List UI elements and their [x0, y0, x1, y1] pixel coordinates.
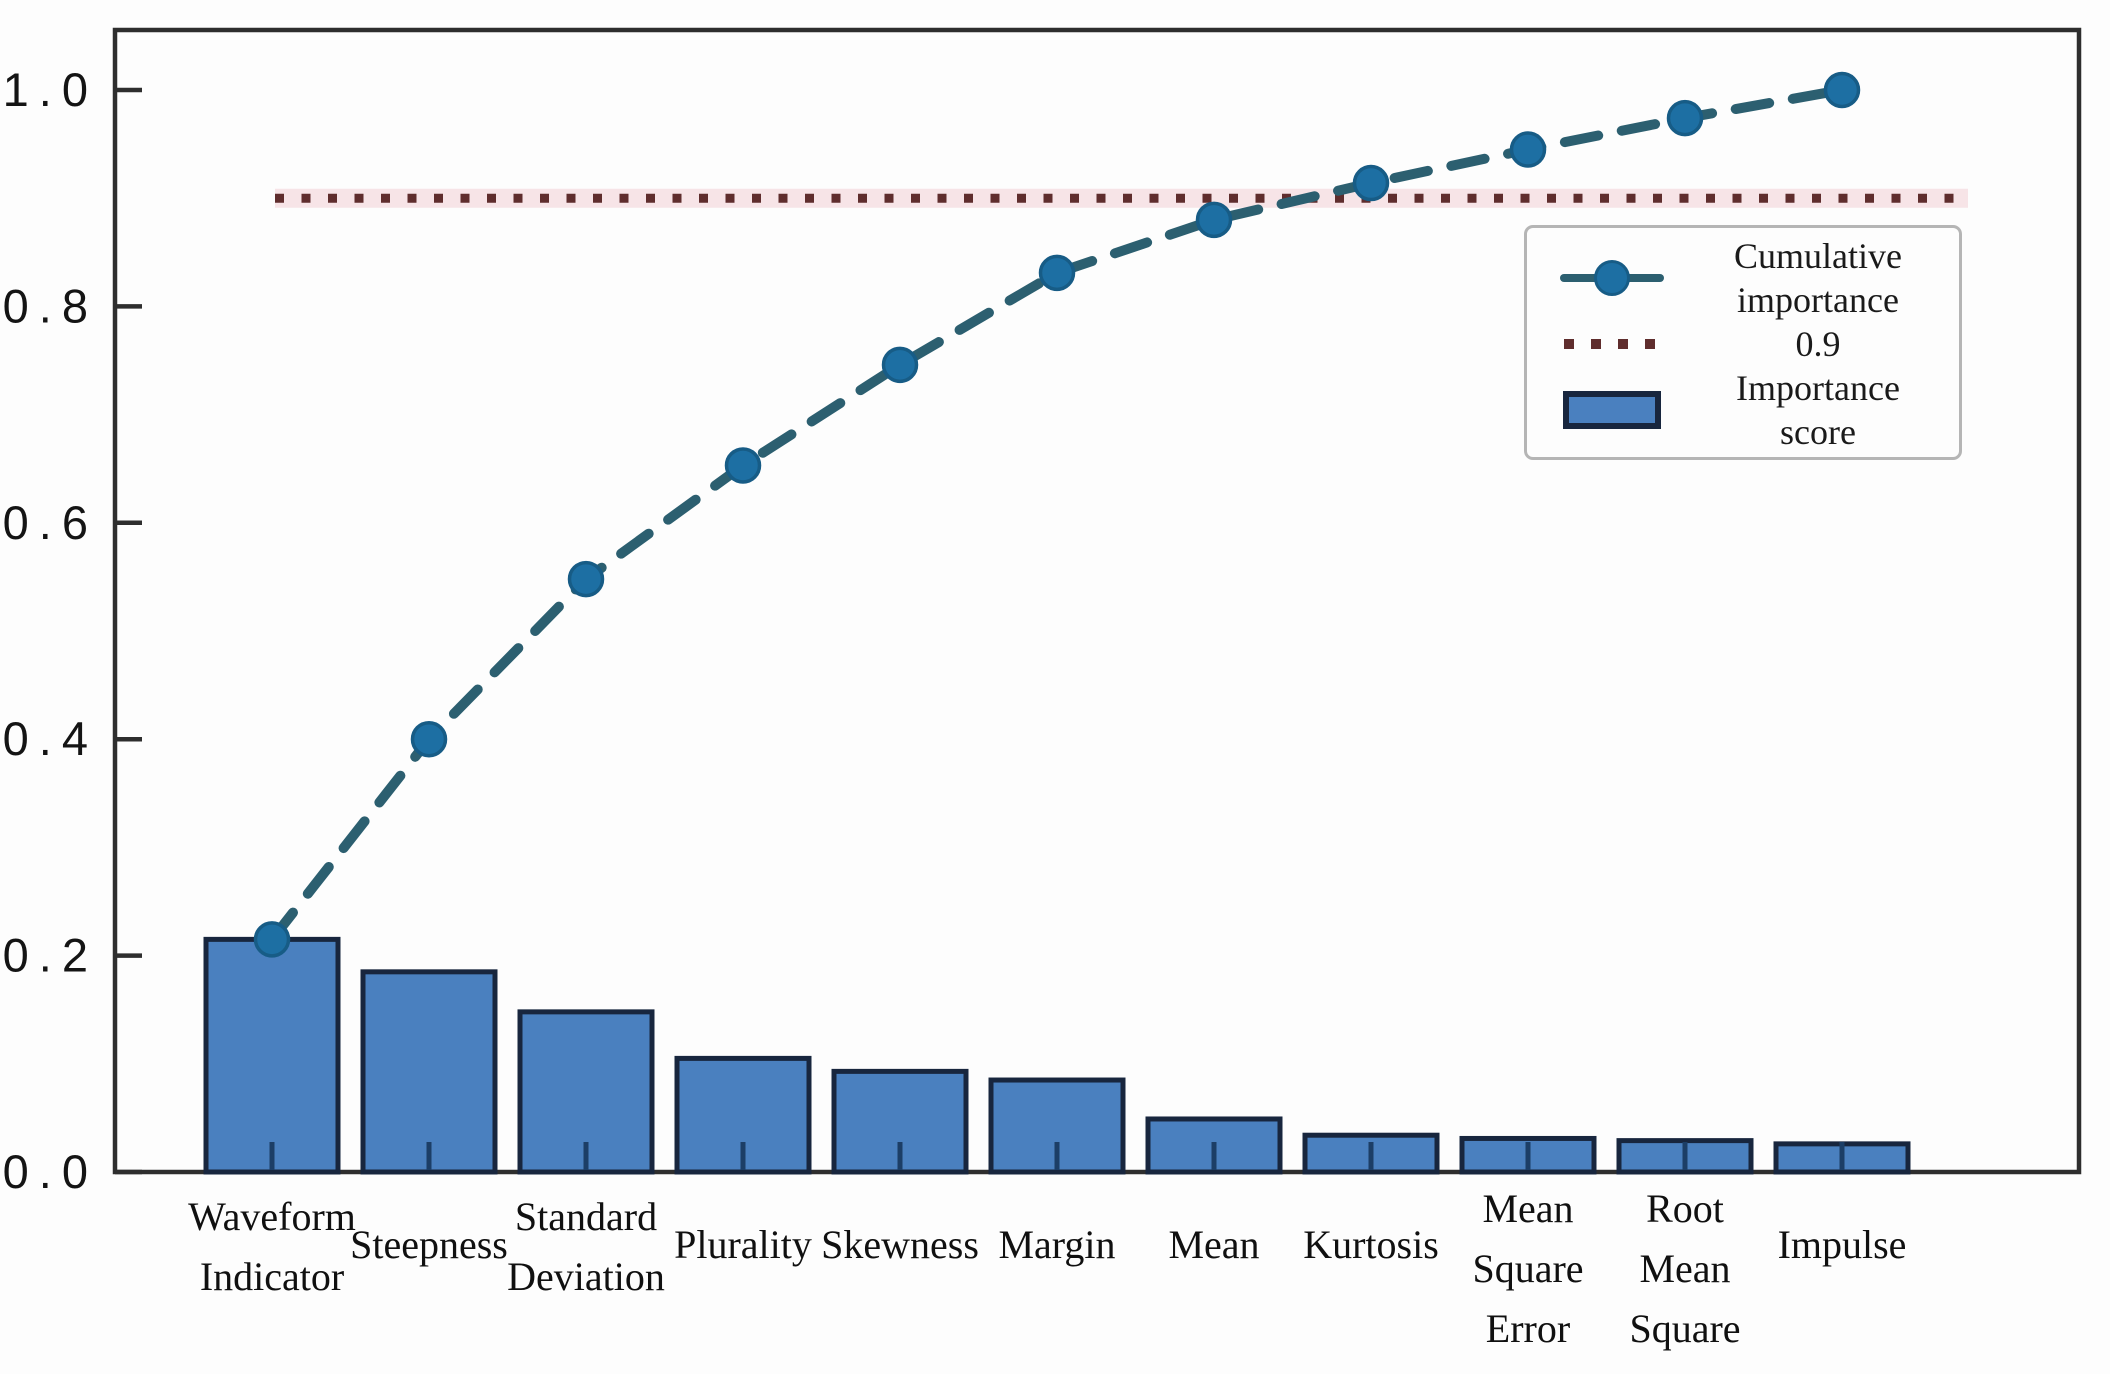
cumulative-point-1	[410, 720, 448, 758]
y-tick-label: 0.8	[3, 279, 98, 332]
x-category-label: Root Mean Square	[1629, 1186, 1740, 1351]
cumulative-point-2	[567, 560, 605, 598]
cumulative-point-0	[253, 921, 291, 958]
legend-dotted-line-icon	[1564, 339, 1660, 349]
x-category-label: Plurality	[674, 1222, 812, 1267]
x-category-label: Mean Square Error	[1472, 1186, 1583, 1351]
legend-entry-cumulative-importance: Cumulative importance	[1537, 234, 1949, 322]
y-tick-label: 0.2	[3, 929, 98, 982]
cumulative-point-6	[1195, 201, 1233, 239]
cumulative-point-5	[1038, 254, 1076, 292]
cumulative-line	[267, 85, 1847, 945]
cumulative-point-7	[1352, 164, 1390, 202]
x-category-label: Kurtosis	[1303, 1222, 1439, 1267]
legend-marker-dot-icon	[1594, 260, 1630, 296]
bar-0	[203, 936, 341, 1175]
legend-dashed-line-marker-icon	[1560, 260, 1664, 296]
cumulative-point-8	[1509, 131, 1547, 168]
x-category-label: Impulse	[1778, 1222, 1907, 1267]
y-tick-label: 1.0	[3, 63, 98, 116]
cumulative-point-10	[1823, 71, 1861, 109]
legend-label-threshold: 0.9	[1795, 324, 1841, 364]
cumulative-point-9	[1666, 99, 1704, 137]
legend: Cumulative importance 0.9 Importance sco…	[1524, 225, 1962, 460]
legend-label-cumulative-importance: Cumulative importance	[1734, 236, 1902, 320]
y-tick-label: 0.4	[3, 712, 98, 765]
x-category-label: Steepness	[350, 1222, 508, 1267]
y-tick-label: 0.6	[3, 496, 98, 549]
x-category-label: Skewness	[821, 1222, 979, 1267]
bar-1	[360, 969, 498, 1175]
legend-entry-threshold: 0.9	[1537, 322, 1949, 366]
x-category-label: Standard Deviation	[507, 1194, 665, 1299]
legend-label-importance-score: Importance score	[1736, 368, 1900, 452]
x-category-label: Margin	[998, 1222, 1115, 1267]
legend-entry-importance-score: Importance score	[1537, 366, 1949, 454]
bar-2	[517, 1009, 655, 1175]
legend-bar-swatch-icon	[1563, 391, 1661, 429]
y-tick-label: 0.0	[3, 1145, 98, 1198]
x-category-label: Waveform Indicator	[188, 1194, 356, 1299]
bar-4	[831, 1068, 969, 1175]
x-category-label: Mean	[1168, 1222, 1259, 1267]
cumulative-point-3	[724, 447, 762, 484]
cumulative-point-4	[881, 346, 919, 384]
